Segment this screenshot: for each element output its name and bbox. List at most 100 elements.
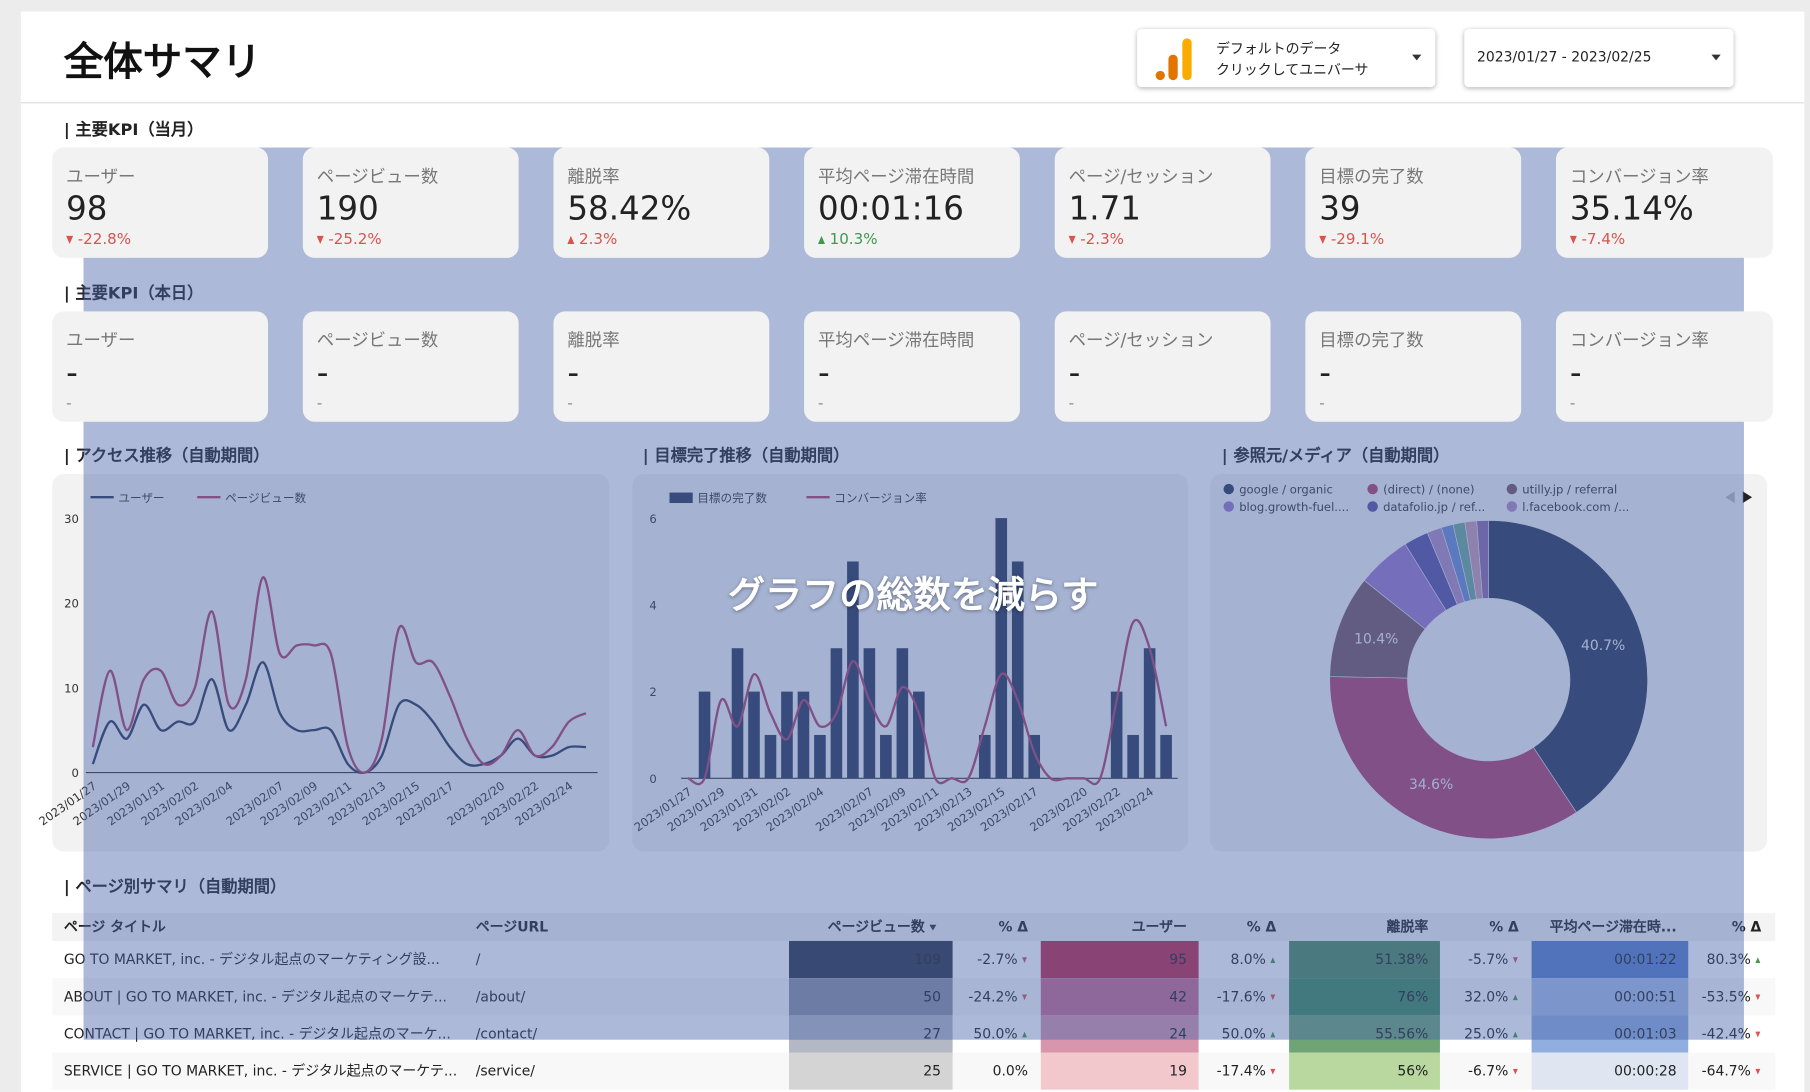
cell-text: 76%	[1397, 988, 1429, 1005]
cell-text: 56%	[1397, 1062, 1429, 1080]
dropdown-caret	[1711, 54, 1721, 61]
cell-text: -42.4%	[1701, 1025, 1751, 1043]
y-tick-label: 0	[72, 766, 79, 780]
bar	[731, 648, 744, 779]
kpi-delta: -	[567, 395, 572, 412]
column-header: 離脱率	[1386, 918, 1429, 936]
kpi-label: 離脱率	[567, 329, 620, 351]
table-cell: 0.0%	[954, 1053, 1040, 1090]
kpi-delta: 10.3%	[818, 231, 878, 249]
legend-swatch	[1367, 501, 1378, 512]
table-header-bg	[52, 913, 1776, 941]
trend-arrow	[1022, 957, 1027, 963]
kpi-delta-text: -	[316, 394, 323, 413]
kpi-card: ページビュー数 - -	[302, 311, 519, 422]
trend-arrow	[1512, 1068, 1518, 1075]
cell-text: 24	[1169, 1025, 1187, 1043]
kpi-delta-text: -22.8%	[77, 231, 132, 249]
table-cell: 56%	[1289, 1052, 1440, 1090]
kpi-card: 離脱率 58.42% 2.3%	[553, 147, 770, 258]
cell-text: 0.0%	[992, 1062, 1029, 1080]
kpi-delta: -7.4%	[1569, 231, 1625, 249]
column-header: % Δ	[1489, 918, 1519, 936]
table-cell: 50	[789, 978, 953, 1016]
data-source-selector[interactable]: デフォルトのデータ クリックしてユニバーサ	[1137, 29, 1436, 88]
kpi-delta: -	[1069, 395, 1074, 412]
legend-label: (direct) / (none)	[1383, 483, 1475, 497]
table-cell: 51.38%	[1289, 940, 1440, 979]
cell-text: 109	[914, 951, 942, 968]
cell-text: -5.7%	[1467, 951, 1509, 968]
table-cell: /	[476, 941, 778, 978]
kpi-value: 35.14%	[1569, 189, 1694, 228]
section-title: | 参照元/メディア（自動期間）	[1221, 447, 1450, 466]
cell-text: 80.3%	[1706, 951, 1751, 968]
table-cell: 8.0%	[1200, 941, 1288, 978]
legend-next	[1742, 491, 1753, 504]
kpi-delta-text: -	[66, 394, 72, 413]
donut-slice	[1488, 520, 1648, 813]
annotation-text: グラフの総数を減らす	[727, 572, 1099, 617]
donut-slice	[1329, 676, 1577, 840]
cell-text: 27	[923, 1025, 942, 1043]
cell-text: 25	[923, 1062, 942, 1080]
kpi-card: コンバージョン率 35.14% -7.4%	[1555, 147, 1773, 258]
kpi-value: 39	[1319, 189, 1361, 228]
cell-text: 8.0%	[1230, 951, 1266, 968]
kpi-card: コンバージョン率 - -	[1555, 311, 1773, 422]
cell-text: -17.4%	[1216, 1062, 1266, 1080]
cell-text: 32.0%	[1464, 988, 1509, 1005]
y-tick-label: 0	[649, 772, 656, 786]
date-range-selector[interactable]: 2023/01/27 - 2023/02/25	[1464, 29, 1734, 88]
table-cell: 32.0%	[1441, 978, 1530, 1015]
y-tick-label: 20	[64, 597, 79, 611]
cell-text: 00:01:22	[1614, 951, 1677, 968]
kpi-delta: -2.3%	[1068, 231, 1124, 249]
kpi-label: 平均ページ滞在時間	[818, 166, 975, 188]
legend-swatch	[1367, 483, 1378, 495]
trend-arrow	[316, 235, 324, 244]
table-cell: -53.5%	[1689, 978, 1773, 1015]
table-cell: ABOUT | GO TO MARKET, inc. - デジタル起点のマーケテ…	[64, 978, 464, 1015]
chart-panel	[632, 473, 1189, 852]
table-cell: 95	[1040, 940, 1199, 979]
table-cell: CONTACT | GO TO MARKET, inc. - デジタル起点のマー…	[64, 1015, 464, 1052]
table-cell: 24	[1040, 1015, 1199, 1053]
kpi-card: 目標の完了数 - -	[1305, 311, 1522, 422]
kpi-card: 平均ページ滞在時間 00:01:16 10.3%	[804, 147, 1020, 258]
table-cell: /contact/	[476, 1015, 778, 1052]
donut-slice	[1476, 520, 1489, 599]
bar	[797, 691, 810, 779]
slice-label: 34.6%	[1409, 777, 1453, 793]
column-header: % Δ	[998, 918, 1029, 936]
kpi-label: 目標の完了数	[1319, 166, 1424, 188]
kpi-label: 平均ページ滞在時間	[818, 329, 975, 351]
kpi-label: ページビュー数	[316, 329, 439, 351]
trend-arrow	[1270, 994, 1276, 1001]
legend-label: blog.growth-fuel....	[1239, 500, 1349, 514]
cell-text: 25.0%	[1464, 1025, 1509, 1043]
kpi-delta: -29.1%	[1319, 231, 1384, 249]
series-line	[91, 576, 587, 774]
trend-arrow	[1755, 994, 1761, 1001]
date-range: 2023/01/27 - 2023/02/25	[1477, 48, 1652, 66]
kpi-value: -	[1569, 353, 1582, 392]
kpi-delta-text: -	[818, 394, 824, 413]
trend-arrow	[1022, 994, 1027, 1001]
kpi-value: 58.42%	[567, 189, 692, 228]
table-cell: 55.56%	[1289, 1015, 1440, 1053]
analytics-icon	[1155, 38, 1192, 81]
kpi-value: -	[1068, 353, 1081, 392]
bar	[781, 691, 793, 779]
bar	[995, 518, 1008, 779]
bar	[880, 734, 892, 779]
column-header: ユーザー	[1131, 918, 1187, 936]
y-tick-label: 4	[649, 598, 656, 612]
legend-swatch	[1223, 501, 1234, 512]
kpi-value: 1.71	[1068, 189, 1141, 228]
table-cell: 50.0%	[954, 1015, 1040, 1052]
table-cell: /service/	[476, 1053, 778, 1090]
trend-arrow	[66, 235, 74, 244]
cell-text: 50	[923, 988, 942, 1005]
bar	[1143, 648, 1156, 779]
